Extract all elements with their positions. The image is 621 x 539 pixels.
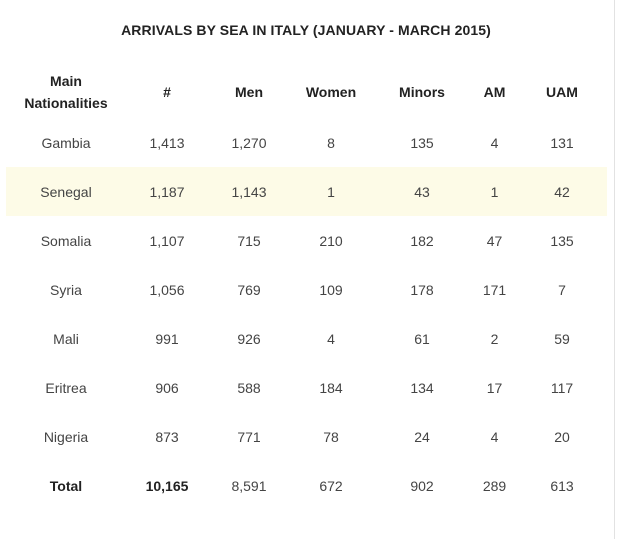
cell-men: 926 (237, 330, 261, 347)
cell-nationality: Somalia (40, 232, 92, 249)
total-am: 289 (482, 477, 507, 494)
cell-am: 4 (490, 134, 499, 151)
cell-minors: 24 (414, 428, 430, 445)
header-women: Women (305, 84, 357, 100)
cell-men: 588 (237, 379, 261, 396)
table-row: Syria 1,056 769 109 178 171 7 (6, 265, 607, 314)
cell-women: 1 (290, 167, 372, 216)
cell-men: 1,270 (231, 134, 267, 151)
cell-count: 1,056 (149, 281, 185, 298)
cell-women: 78 (323, 428, 339, 445)
header-nationalities: Main Nationalities (6, 66, 126, 118)
cell-count: 873 (155, 428, 179, 445)
cell-uam: 131 (550, 134, 574, 151)
total-count: 10,165 (145, 477, 189, 494)
cell-men: 1,143 (208, 167, 290, 216)
cell-nationality: Senegal (6, 167, 126, 216)
cell-nationality: Gambia (41, 134, 91, 151)
cell-uam: 42 (517, 167, 607, 216)
cell-count: 991 (155, 330, 179, 347)
header-men: Men (235, 84, 263, 100)
right-border-line (614, 0, 615, 539)
cell-uam: 20 (554, 428, 570, 445)
header-minors: Minors (399, 84, 445, 100)
total-label: Total (49, 477, 83, 494)
cell-men: 769 (237, 281, 261, 298)
cell-am: 47 (486, 232, 503, 249)
cell-women: 8 (327, 134, 335, 151)
cell-am: 171 (482, 281, 507, 298)
total-women: 672 (319, 477, 343, 494)
cell-minors: 134 (410, 379, 434, 396)
cell-count: 1,187 (126, 167, 208, 216)
header-nationalities-line1: Main (50, 73, 82, 89)
cell-am: 2 (490, 330, 499, 347)
header-nationalities-line2: Nationalities (24, 95, 108, 111)
cell-minors: 178 (410, 281, 434, 298)
cell-uam: 7 (558, 281, 566, 298)
cell-am: 17 (486, 379, 503, 396)
arrivals-table: Main Nationalities # Men Women Minors AM… (6, 66, 607, 510)
header-am: AM (483, 84, 506, 100)
table-row: Mali 991 926 4 61 2 59 (6, 314, 607, 363)
table-row: Eritrea 906 588 184 134 17 117 (6, 363, 607, 412)
cell-uam: 59 (554, 330, 570, 347)
cell-nationality: Eritrea (45, 379, 87, 396)
cell-count: 1,413 (149, 134, 185, 151)
total-minors: 902 (410, 477, 434, 494)
cell-women: 109 (319, 281, 343, 298)
cell-count: 1,107 (149, 232, 185, 249)
cell-nationality: Mali (53, 330, 79, 347)
cell-women: 4 (327, 330, 335, 347)
cell-nationality: Syria (50, 281, 82, 298)
header-count: # (163, 84, 171, 100)
cell-women: 184 (319, 379, 343, 396)
header-uam: UAM (546, 84, 578, 100)
total-men: 8,591 (231, 477, 267, 494)
cell-men: 771 (237, 428, 261, 445)
total-uam: 613 (550, 477, 574, 494)
cell-minors: 61 (414, 330, 430, 347)
table-row-highlighted: Senegal 1,187 1,143 1 43 1 42 (6, 167, 607, 216)
cell-minors: 43 (372, 167, 472, 216)
cell-count: 906 (155, 379, 179, 396)
cell-minors: 135 (410, 134, 434, 151)
total-row: Total 10,165 8,591 672 902 289 613 (6, 461, 607, 510)
cell-am: 4 (490, 428, 499, 445)
cell-am: 1 (472, 167, 517, 216)
cell-women: 210 (319, 232, 343, 249)
table-row: Somalia 1,107 715 210 182 47 135 (6, 216, 607, 265)
header-row: Main Nationalities # Men Women Minors AM… (6, 66, 607, 118)
cell-nationality: Nigeria (43, 428, 89, 445)
cell-uam: 135 (550, 232, 574, 249)
table-title: ARRIVALS BY SEA IN ITALY (JANUARY - MARC… (121, 22, 491, 38)
table-row: Gambia 1,413 1,270 8 135 4 131 (6, 118, 607, 167)
table-row: Nigeria 873 771 78 24 4 20 (6, 412, 607, 461)
cell-men: 715 (237, 232, 261, 249)
cell-uam: 117 (550, 379, 574, 396)
cell-minors: 182 (410, 232, 434, 249)
